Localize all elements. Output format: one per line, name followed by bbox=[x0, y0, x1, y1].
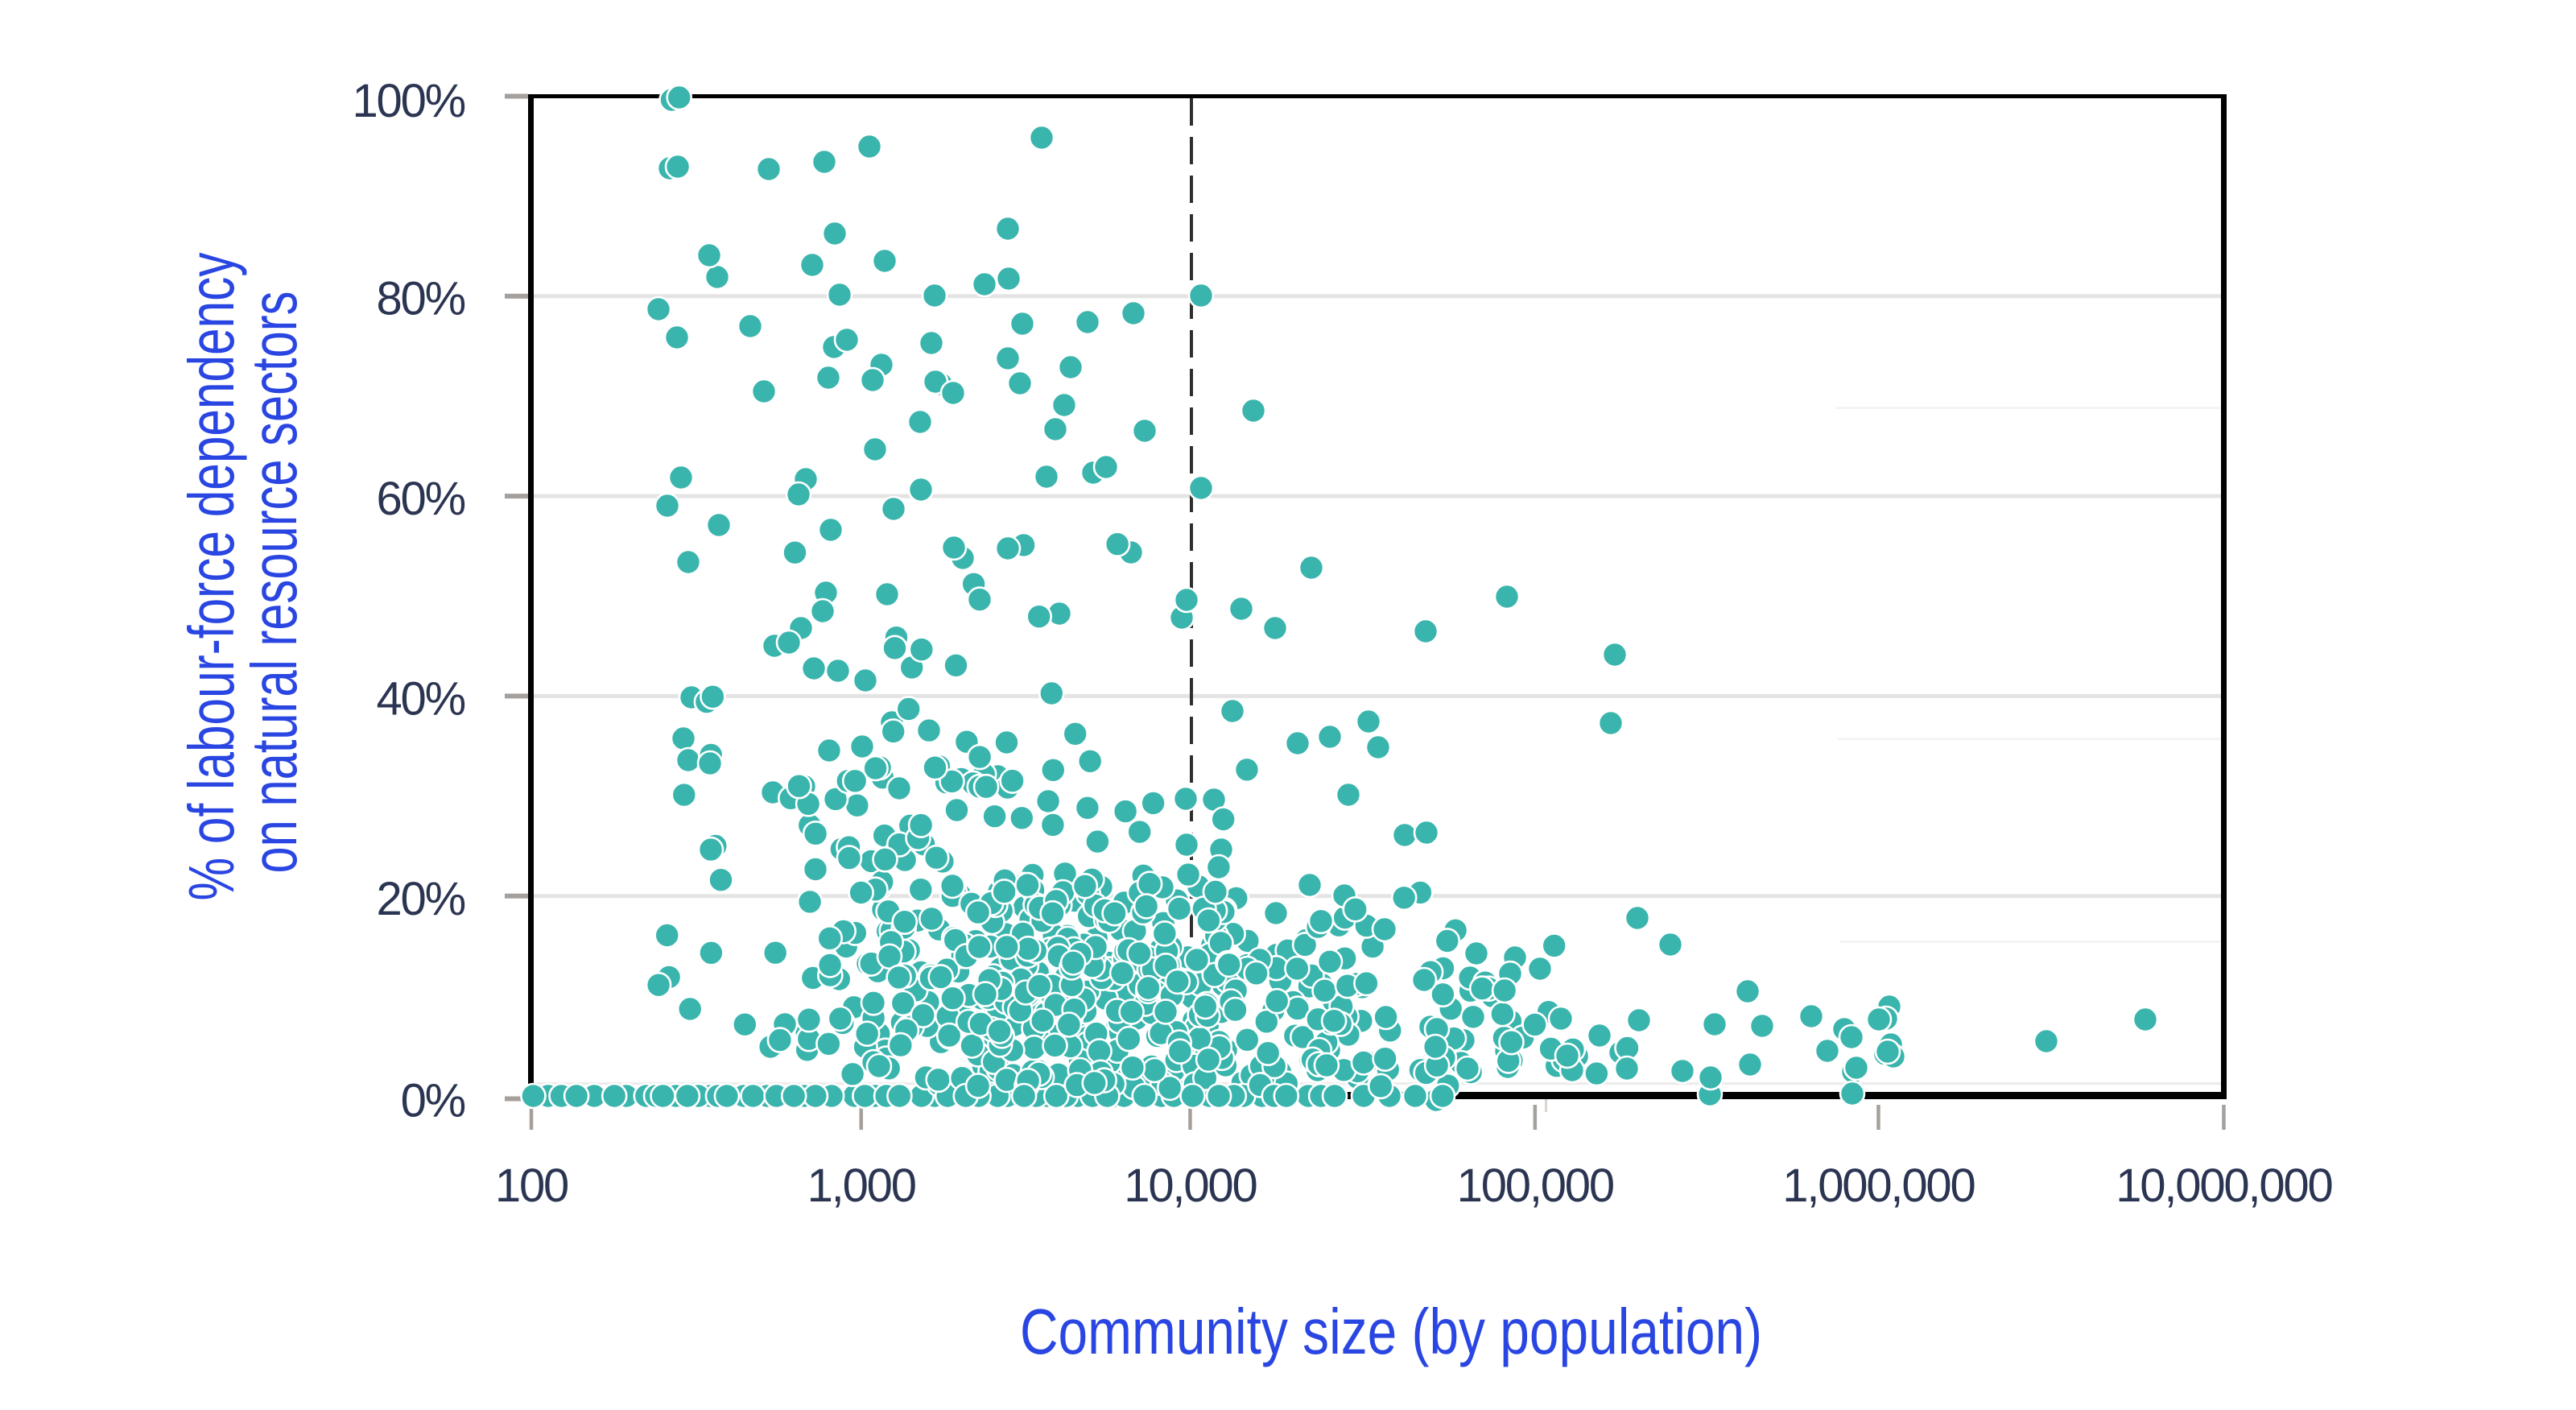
svg-text:1,000: 1,000 bbox=[807, 1160, 915, 1212]
svg-text:20%: 20% bbox=[377, 873, 465, 925]
svg-text:100,000: 100,000 bbox=[1457, 1160, 1613, 1212]
svg-text:Community size (by population): Community size (by population) bbox=[1020, 1296, 1762, 1367]
svg-text:100%: 100% bbox=[352, 75, 464, 127]
svg-text:100: 100 bbox=[495, 1160, 568, 1212]
svg-text:10,000: 10,000 bbox=[1124, 1160, 1256, 1212]
svg-text:% of labour-force dependency: % of labour-force dependency bbox=[175, 253, 247, 901]
svg-text:40%: 40% bbox=[377, 673, 465, 726]
svg-text:on natural resource sectors: on natural resource sectors bbox=[238, 292, 310, 874]
svg-text:10,000,000: 10,000,000 bbox=[2116, 1160, 2331, 1212]
svg-text:1,000,000: 1,000,000 bbox=[1782, 1160, 1974, 1212]
svg-text:80%: 80% bbox=[377, 273, 465, 325]
svg-text:60%: 60% bbox=[377, 473, 465, 525]
svg-text:0%: 0% bbox=[401, 1075, 465, 1127]
